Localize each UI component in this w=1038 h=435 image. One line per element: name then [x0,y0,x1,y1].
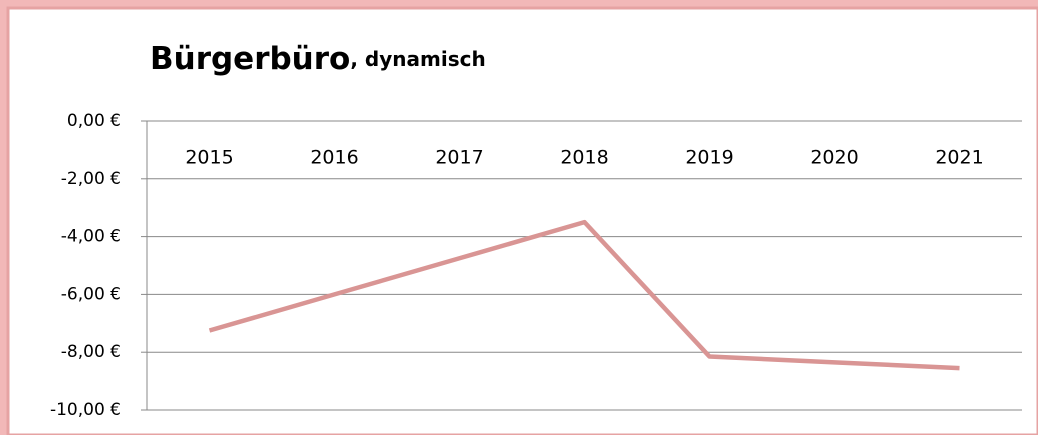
y-tick-label: -6,00 € [61,284,121,304]
x-tick-label: 2017 [435,147,483,169]
x-tick-label: 2021 [935,147,983,169]
chart-title: Bürgerbüro [150,41,350,77]
y-tick-label: -4,00 € [61,227,121,247]
y-tick-label: -2,00 € [61,169,121,189]
x-tick-label: 2018 [560,147,608,169]
data-line [208,219,960,371]
y-tick-label: -8,00 € [61,342,121,362]
chart-title-line: Bürgerbüro, dynamisch [150,41,486,77]
x-tick-label: 2019 [685,147,733,169]
chart-subtitle: , dynamisch [350,47,485,71]
x-tick-label: 2015 [185,147,233,169]
x-tick-label: 2016 [310,147,358,169]
y-tick-label: 0,00 € [67,111,121,131]
y-tick-label: -10,00 € [50,400,121,420]
x-tick-label: 2020 [810,147,858,169]
